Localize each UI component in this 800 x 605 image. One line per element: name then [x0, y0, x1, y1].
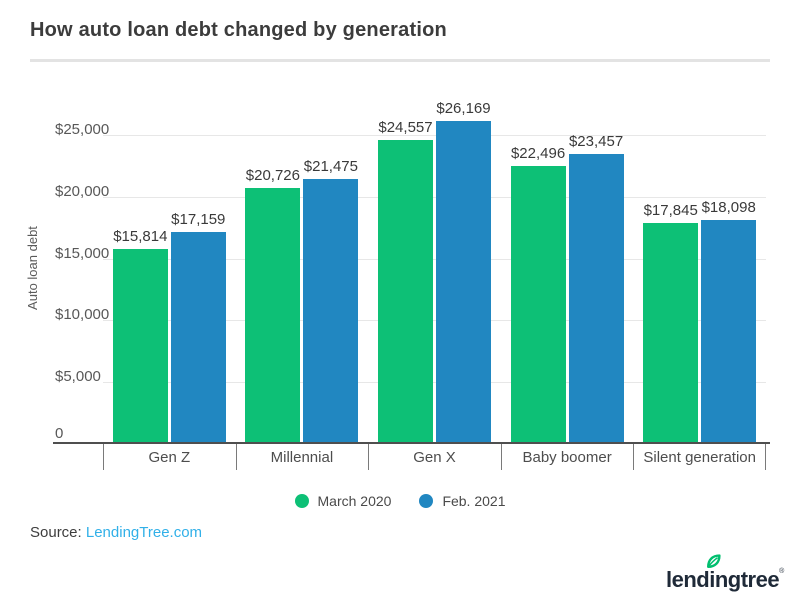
gridline-5000 — [103, 382, 766, 384]
gridline-15000 — [103, 258, 766, 260]
value-label-feb-2021-silent-generation: $18,098 — [701, 199, 756, 217]
legend-item-march-2020: March 2020 — [294, 493, 392, 509]
gridline-10000 — [103, 320, 766, 322]
gridline-25000 — [103, 135, 766, 136]
legend-label-feb-2021: Feb. 2021 — [442, 493, 506, 509]
gridline-20000 — [103, 196, 766, 198]
bar-chart-plot-area: 0 $5,000 $10,000 $15,000 $20,000 $25,000 $15,8… — [55, 95, 766, 470]
x-axis-tick-0 — [103, 444, 104, 470]
value-label-march-2020-silent-generation: $17,845 — [643, 202, 698, 220]
logo-text: lendingtree — [666, 567, 780, 592]
bar-march-2020-gen-z — [112, 248, 168, 444]
leaf-icon — [705, 553, 722, 575]
y-axis-tick-label-15000: $15,000 — [55, 244, 110, 262]
source-link[interactable]: LendingTree.com — [85, 524, 203, 541]
chart-legend: March 2020 Feb. 2021 — [0, 493, 800, 509]
value-label-feb-2021-gen-z: $17,159 — [171, 210, 226, 228]
title-divider — [30, 59, 770, 62]
legend-dot-feb-2021-icon — [419, 494, 434, 508]
value-label-feb-2021-millennial: $21,475 — [303, 157, 358, 175]
bar-feb-2021-millennial — [303, 178, 359, 444]
x-axis-category-label-gen-z: Gen Z — [148, 449, 191, 466]
bar-march-2020-gen-x — [378, 140, 433, 444]
value-label-feb-2021-gen-x: $26,169 — [436, 99, 491, 117]
legend-dot-march-2020-icon — [294, 494, 309, 508]
bar-feb-2021-gen-z — [170, 231, 226, 444]
y-axis-title: Auto loan debt — [25, 226, 40, 310]
x-axis-tick-3 — [500, 444, 502, 470]
y-axis-tick-label-0: 0 — [55, 425, 64, 442]
value-label-march-2020-gen-x: $24,557 — [378, 119, 433, 137]
y-axis-tick-label-5000: $5,000 — [55, 368, 101, 386]
value-label-march-2020-millennial: $20,726 — [245, 166, 300, 184]
x-axis-tick-1 — [235, 444, 237, 470]
source-line: Source: LendingTree.com — [30, 524, 202, 541]
y-axis-tick-label-20000: $20,000 — [55, 182, 110, 200]
legend-label-march-2020: March 2020 — [317, 493, 392, 509]
x-axis-line — [53, 442, 770, 444]
logo-registered-mark: ® — [779, 568, 785, 575]
x-axis-category-label-baby-boomer: Baby boomer — [522, 449, 612, 466]
bar-march-2020-silent-generation — [643, 223, 699, 444]
x-axis-category-label-silent-generation: Silent generation — [643, 449, 756, 466]
x-axis-tick-4 — [633, 444, 635, 470]
chart-title: How auto loan debt changed by generation — [30, 19, 447, 41]
bar-feb-2021-silent-generation — [701, 220, 757, 444]
x-axis-tick-5 — [765, 444, 766, 470]
value-label-march-2020-baby-boomer: $22,496 — [510, 144, 566, 162]
y-axis-tick-label-10000: $10,000 — [55, 306, 110, 324]
bar-march-2020-baby-boomer — [510, 165, 566, 444]
bar-feb-2021-gen-x — [436, 120, 491, 444]
value-label-feb-2021-baby-boomer: $23,457 — [568, 133, 624, 151]
value-label-march-2020-gen-z: $15,814 — [113, 227, 168, 245]
source-prefix: Source: — [30, 524, 86, 541]
y-axis-tick-label-25000: $25,000 — [55, 121, 110, 138]
bar-march-2020-millennial — [245, 187, 301, 444]
legend-item-feb-2021: Feb. 2021 — [419, 493, 506, 509]
x-axis-category-label-gen-x: Gen X — [413, 449, 456, 466]
lendingtree-logo: lendingtree® — [666, 554, 785, 592]
x-axis-tick-2 — [368, 444, 370, 470]
bar-feb-2021-baby-boomer — [568, 154, 624, 444]
x-axis-category-label-millennial: Millennial — [270, 449, 334, 466]
